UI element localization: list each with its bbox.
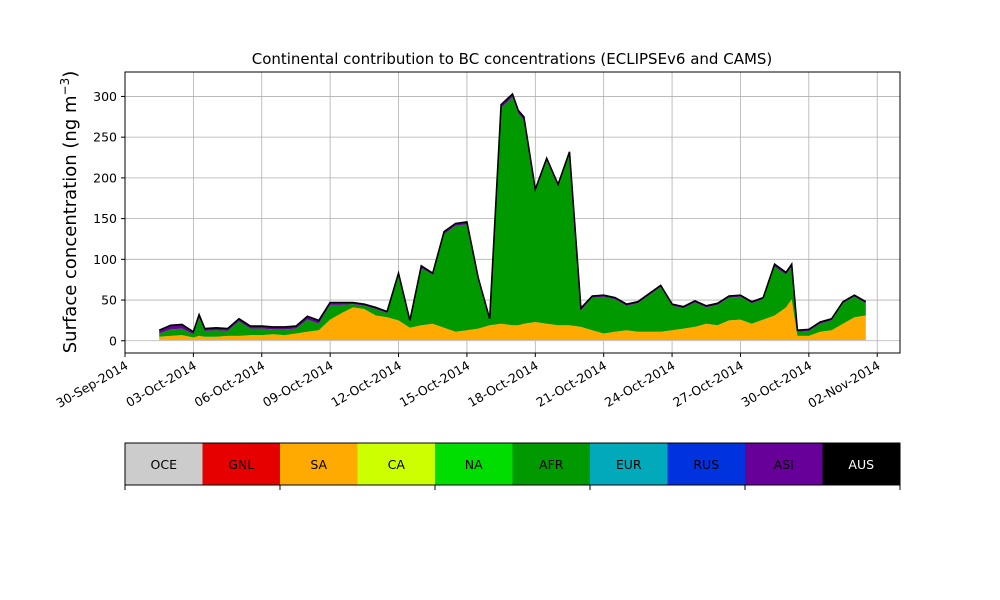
plot-frame	[124, 71, 901, 354]
legend-label-gnl: GNL	[228, 457, 254, 472]
legend-label-eur: EUR	[616, 457, 642, 472]
legend-swatch-na	[435, 443, 513, 485]
legend-swatch-rus	[667, 443, 745, 485]
legend-swatch-sa	[280, 443, 358, 485]
legend-label-aus: AUS	[848, 457, 874, 472]
x-tick-label: 03-Oct-2014	[123, 358, 199, 410]
y-tick-label: 50	[101, 293, 117, 308]
legend-frame	[124, 442, 901, 486]
legend-swatch-gnl	[202, 443, 280, 485]
legend-label-ca: CA	[388, 457, 406, 472]
area-oce	[159, 340, 866, 341]
legend-swatch-afr	[512, 443, 590, 485]
x-tick-label: 30-Sep-2014	[53, 358, 130, 411]
legend-label-afr: AFR	[539, 457, 564, 472]
stacked-areas	[158, 92, 867, 341]
x-tick-label: 02-Nov-2014	[805, 358, 883, 411]
legend-swatch-eur	[590, 443, 668, 485]
legend-swatch-ca	[357, 443, 435, 485]
y-tick-label: 300	[93, 89, 117, 104]
y-tick-label: 150	[93, 211, 117, 226]
x-tick-label: 09-Oct-2014	[260, 358, 336, 410]
area-afr	[159, 97, 866, 338]
y-tick-label: 100	[93, 252, 117, 267]
x-tick-label: 06-Oct-2014	[192, 358, 268, 410]
x-tick-label: 27-Oct-2014	[670, 358, 746, 410]
total-outline	[158, 92, 867, 334]
legend-label-sa: SA	[310, 457, 327, 472]
x-tick-label: 18-Oct-2014	[465, 358, 541, 410]
y-tick-label: 250	[93, 130, 117, 145]
legend-swatch-asi	[745, 443, 823, 485]
legend-swatch-oce	[125, 443, 203, 485]
y-tick-label: 200	[93, 170, 117, 185]
color-legend: OCE GNL SA CA NA AFR EUR RUS ASI AUS	[124, 442, 901, 490]
legend-label-rus: RUS	[693, 457, 719, 472]
legend-label-asi: ASI	[774, 457, 794, 472]
x-tick-label: 30-Oct-2014	[739, 358, 815, 410]
area-sa	[159, 299, 866, 340]
chart-title: Continental contribution to BC concentra…	[252, 50, 773, 68]
x-tick-label: 15-Oct-2014	[397, 358, 473, 410]
y-tick-label: 0	[109, 333, 117, 348]
x-tick-label: 24-Oct-2014	[602, 358, 678, 410]
legend-label-oce: OCE	[151, 457, 178, 472]
x-tick-label: 21-Oct-2014	[534, 358, 610, 410]
legend-swatch-aus	[822, 443, 900, 485]
legend-label-na: NA	[465, 457, 483, 472]
x-tick-label: 12-Oct-2014	[328, 358, 404, 410]
y-axis-label: Surface concentration (ng m−3)	[58, 71, 81, 354]
